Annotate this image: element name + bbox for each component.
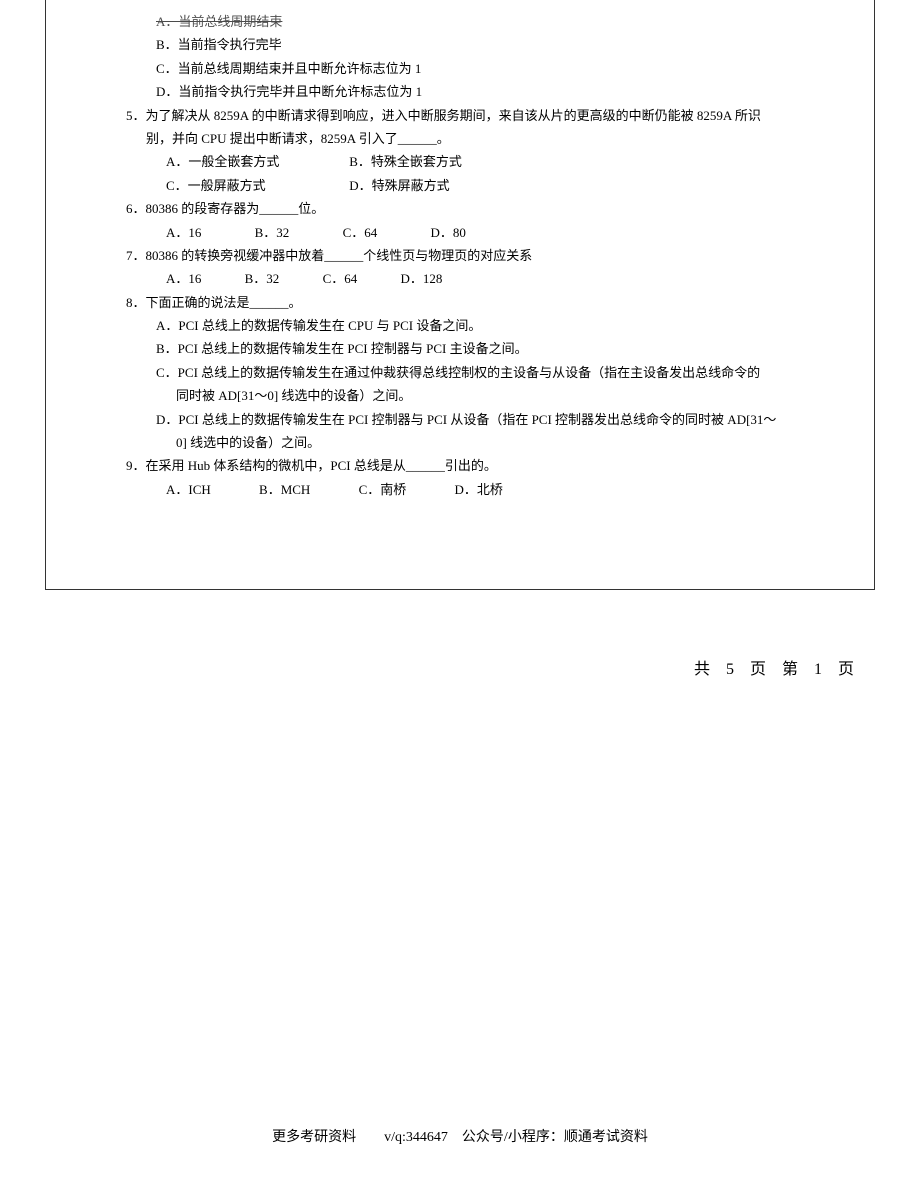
exam-page: A．当前总线周期结束 B．当前指令执行完毕 C．当前总线周期结束并且中断允许标志… bbox=[45, 0, 875, 590]
q6-option-c: C．64 bbox=[343, 225, 378, 240]
q5-options-row2: C．一般屏蔽方式 D．特殊屏蔽方式 bbox=[106, 174, 814, 197]
q4-option-a: A．当前总线周期结束 bbox=[106, 10, 814, 33]
q6-option-d: D．80 bbox=[430, 225, 465, 240]
q8-option-c-line1: C．PCI 总线上的数据传输发生在通过仲裁获得总线控制权的主设备与从设备（指在主… bbox=[106, 361, 814, 384]
q7-option-d: D．128 bbox=[400, 271, 442, 286]
q6-option-b: B．32 bbox=[255, 225, 290, 240]
q7-options: A．16 B．32 C．64 D．128 bbox=[106, 267, 814, 290]
q5-options-row1: A．一般全嵌套方式 B．特殊全嵌套方式 bbox=[106, 150, 814, 173]
q9-options: A．ICH B．MCH C．南桥 D．北桥 bbox=[106, 478, 814, 501]
q4-option-d: D．当前指令执行完毕并且中断允许标志位为 1 bbox=[106, 80, 814, 103]
q5-option-a: A．一般全嵌套方式 bbox=[166, 150, 346, 173]
q8-option-b: B．PCI 总线上的数据传输发生在 PCI 控制器与 PCI 主设备之间。 bbox=[106, 337, 814, 360]
q7-option-a: A．16 bbox=[166, 271, 201, 286]
page-number: 共 5 页 第 1 页 bbox=[694, 655, 860, 679]
q8-stem: 8．下面正确的说法是______。 bbox=[106, 291, 814, 314]
q8-option-d-line1: D．PCI 总线上的数据传输发生在 PCI 控制器与 PCI 从设备（指在 PC… bbox=[106, 408, 814, 431]
footer-text: 更多考研资料 v/q:344647 公众号/小程序：顺通考试资料 bbox=[0, 1126, 920, 1146]
q9-option-b: B．MCH bbox=[259, 482, 310, 497]
q7-stem: 7．80386 的转换旁视缓冲器中放着______个线性页与物理页的对应关系 bbox=[106, 244, 814, 267]
q5-stem-line1: 5．为了解决从 8259A 的中断请求得到响应，进入中断服务期间，来自该从片的更… bbox=[106, 104, 814, 127]
q5-stem-line2: 别，并向 CPU 提出中断请求，8259A 引入了______。 bbox=[106, 127, 814, 150]
q9-stem: 9．在采用 Hub 体系结构的微机中，PCI 总线是从______引出的。 bbox=[106, 454, 814, 477]
q8-option-d-line2: 0] 线选中的设备）之间。 bbox=[106, 431, 814, 454]
q7-option-b: B．32 bbox=[245, 271, 280, 286]
q4-option-c: C．当前总线周期结束并且中断允许标志位为 1 bbox=[106, 57, 814, 80]
q4-option-b: B．当前指令执行完毕 bbox=[106, 33, 814, 56]
q8-option-a: A．PCI 总线上的数据传输发生在 CPU 与 PCI 设备之间。 bbox=[106, 314, 814, 337]
q5-option-b: B．特殊全嵌套方式 bbox=[349, 150, 529, 173]
q9-option-a: A．ICH bbox=[166, 482, 211, 497]
q6-stem: 6．80386 的段寄存器为______位。 bbox=[106, 197, 814, 220]
q6-options: A．16 B．32 C．64 D．80 bbox=[106, 221, 814, 244]
q9-option-d: D．北桥 bbox=[455, 482, 503, 497]
q8-option-c-line2: 同时被 AD[31～0] 线选中的设备）之间。 bbox=[106, 384, 814, 407]
q5-option-c: C．一般屏蔽方式 bbox=[166, 174, 346, 197]
q5-option-d: D．特殊屏蔽方式 bbox=[349, 174, 529, 197]
q6-option-a: A．16 bbox=[166, 225, 201, 240]
q9-option-c: C．南桥 bbox=[359, 482, 407, 497]
q7-option-c: C．64 bbox=[323, 271, 358, 286]
